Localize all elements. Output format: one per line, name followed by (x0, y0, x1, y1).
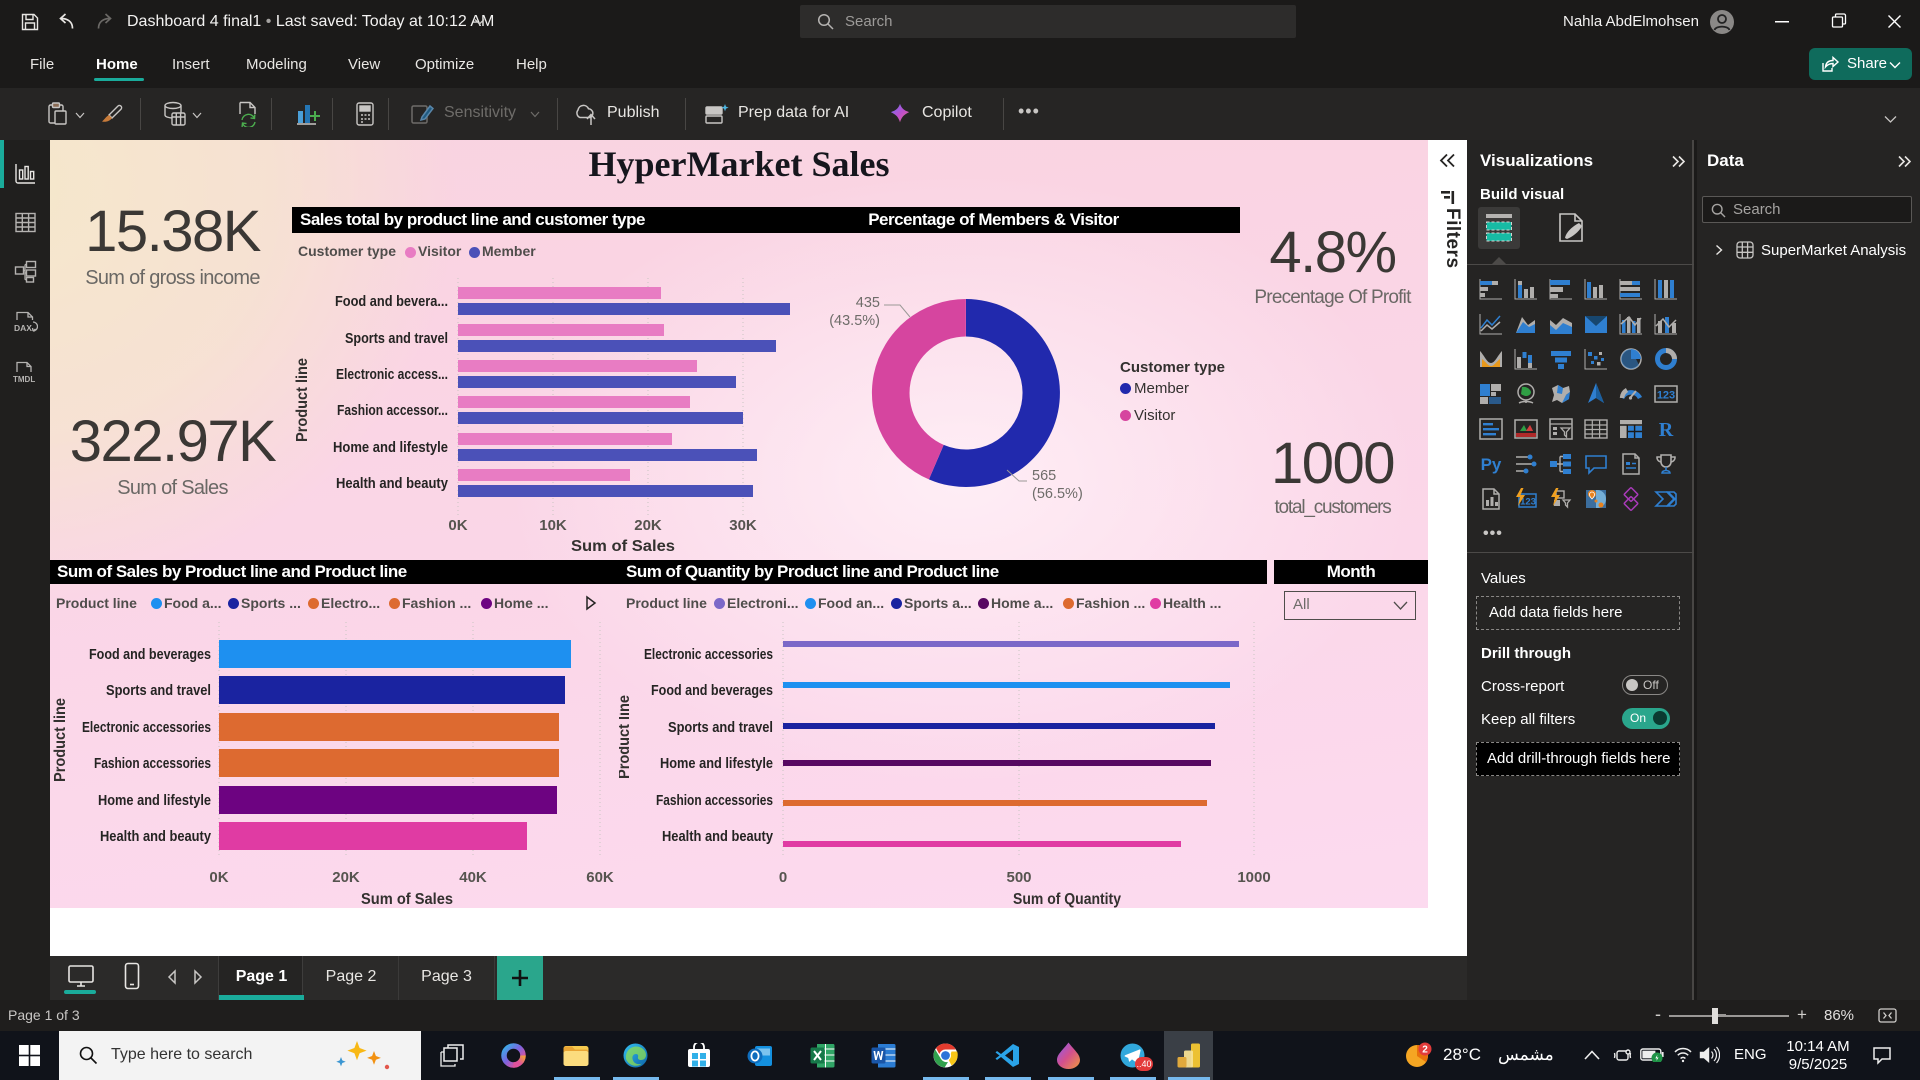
svg-text:565: 565 (1032, 468, 1056, 484)
svg-text:Health and beauty: Health and beauty (100, 828, 212, 845)
svg-text:R: R (1659, 419, 1674, 441)
svg-text:123: 123 (1520, 497, 1536, 508)
svg-text:30K: 30K (729, 517, 757, 534)
svg-text:TMDL: TMDL (13, 375, 35, 384)
svg-text:Sports and travel: Sports and travel (345, 330, 448, 347)
svg-text:Food and beverages: Food and beverages (89, 646, 211, 663)
svg-text:Home and lifestyle: Home and lifestyle (333, 439, 448, 456)
svg-text:Fashion accessories: Fashion accessories (94, 755, 211, 772)
svg-text:(43.5%): (43.5%) (829, 313, 880, 329)
svg-text:1000: 1000 (1237, 869, 1270, 886)
svg-text:40K: 40K (459, 869, 487, 886)
svg-text:Electronic access...: Electronic access... (336, 366, 448, 383)
svg-text:Food and bevera...: Food and bevera... (335, 293, 448, 310)
svg-text:60K: 60K (586, 869, 614, 886)
svg-text:Food and beverages: Food and beverages (651, 682, 773, 699)
svg-text:123: 123 (1657, 390, 1675, 402)
svg-text:20K: 20K (332, 869, 360, 886)
svg-text:Sum of Sales: Sum of Sales (571, 538, 675, 555)
svg-text:Home and lifestyle: Home and lifestyle (660, 755, 773, 772)
svg-text:Sports and travel: Sports and travel (668, 719, 773, 736)
svg-text:0: 0 (779, 869, 787, 886)
svg-text:Product line: Product line (52, 698, 69, 782)
svg-text:Health and beauty: Health and beauty (336, 475, 449, 492)
svg-text:500: 500 (1006, 869, 1031, 886)
svg-text:10K: 10K (539, 517, 567, 534)
svg-text:Fashion accessor...: Fashion accessor... (337, 402, 448, 419)
svg-text:(56.5%): (56.5%) (1032, 486, 1083, 502)
svg-text:Sum of Sales: Sum of Sales (361, 891, 453, 908)
svg-text:435: 435 (856, 295, 880, 311)
svg-text:Electronic accessories: Electronic accessories (82, 719, 211, 736)
svg-text:Electronic accessories: Electronic accessories (644, 646, 773, 663)
svg-text:Fashion accessories: Fashion accessories (656, 792, 773, 809)
svg-text:Home and lifestyle: Home and lifestyle (98, 792, 211, 809)
svg-text:Product line: Product line (619, 695, 633, 779)
svg-text:Health and beauty: Health and beauty (662, 828, 774, 845)
svg-text:20K: 20K (634, 517, 662, 534)
svg-text:2: 2 (1422, 1045, 1428, 1056)
svg-text:Product line: Product line (294, 358, 311, 442)
svg-text:0K: 0K (448, 517, 467, 534)
svg-text:Sports and travel: Sports and travel (106, 682, 211, 699)
svg-text:Sum of Quantity: Sum of Quantity (1013, 891, 1121, 908)
svg-text:Py: Py (1481, 455, 1502, 474)
svg-text:DAX: DAX (14, 323, 32, 333)
svg-text:0K: 0K (209, 869, 228, 886)
